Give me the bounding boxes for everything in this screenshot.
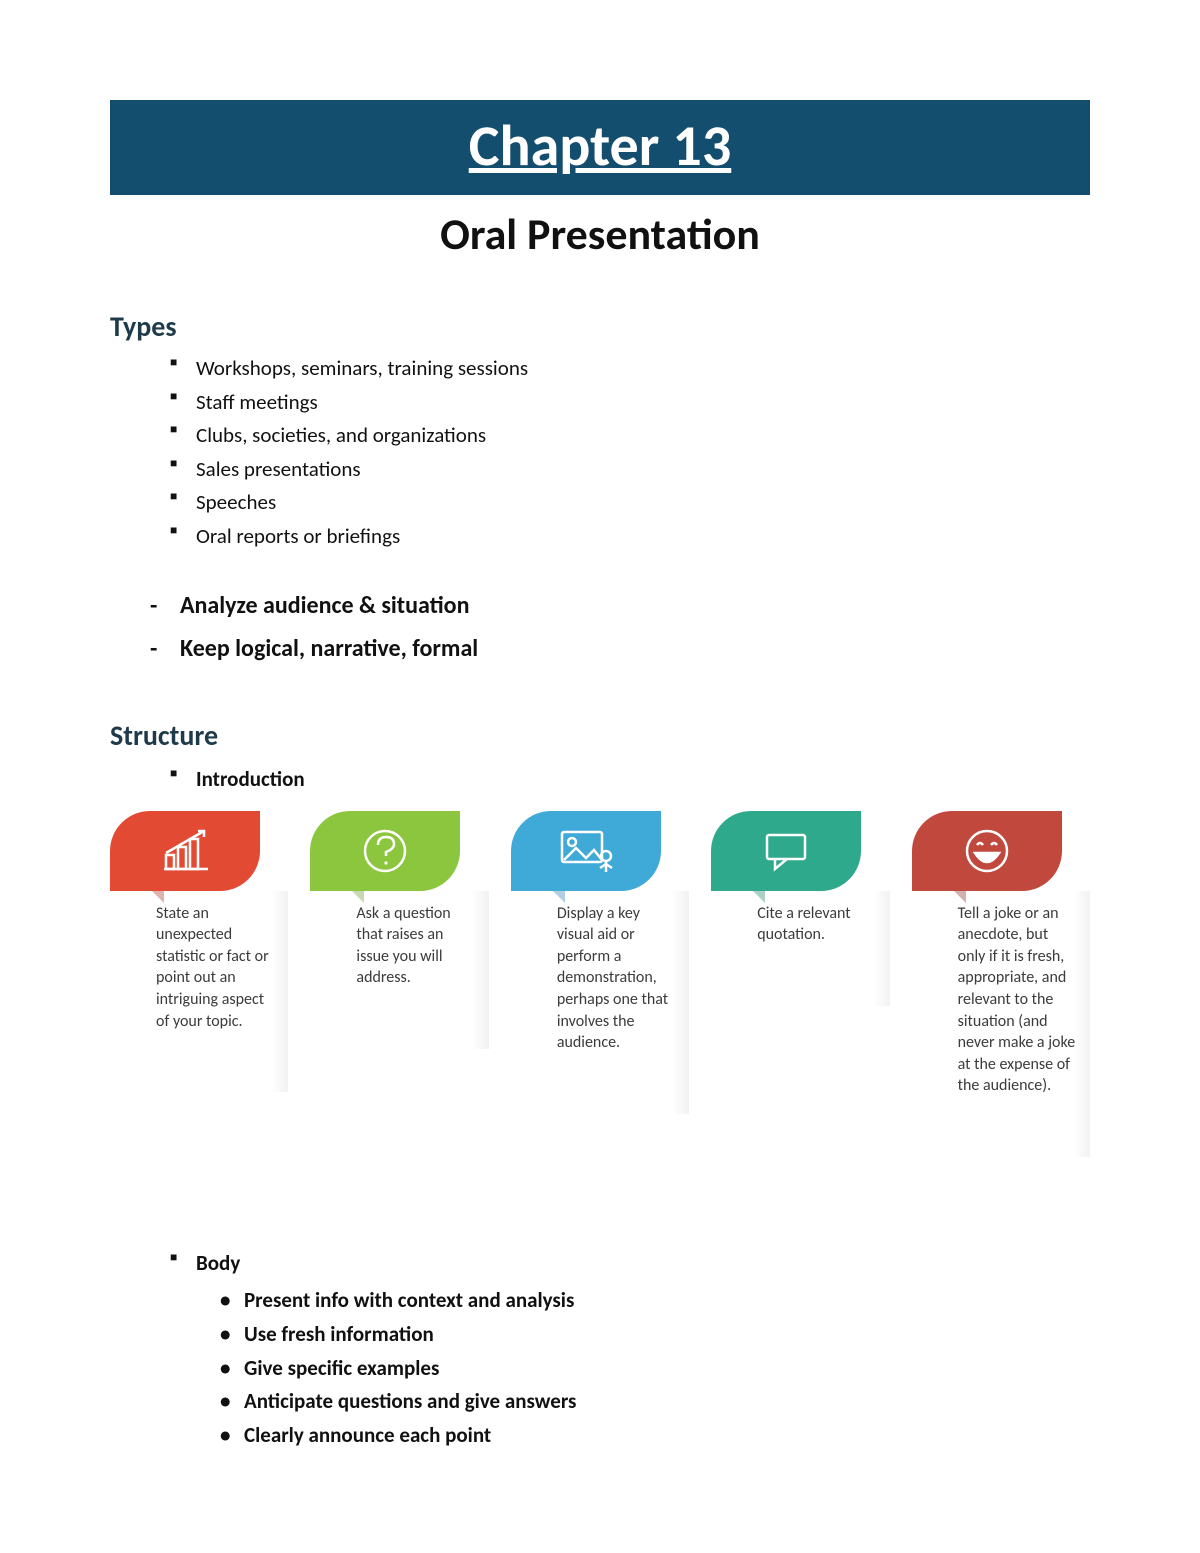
list-item: Sales presentations [170,453,1090,487]
card-tab [310,811,460,891]
smile-icon [963,827,1011,875]
body-label-list: Body [170,1247,1090,1281]
body-list: Present info with context and analysis U… [220,1284,1090,1452]
intro-cards: State an unexpected statistic or fact or… [110,811,1090,1157]
list-item: Anticipate questions and give answers [220,1385,1090,1419]
card-tab [711,811,861,891]
intro-label-list: Introduction [170,763,1090,797]
card-fold [152,891,164,903]
question-icon [361,827,409,875]
card-text: Ask a question that raises an issue you … [356,903,482,989]
card-fold [954,891,966,903]
card-fold [553,891,565,903]
intro-card: Ask a question that raises an issue you … [310,811,488,1157]
intro-label: Introduction [170,763,1090,797]
list-item: Staff meetings [170,386,1090,420]
card-text: Cite a relevant quotation. [757,903,883,946]
speech-icon [761,829,811,873]
intro-card: Tell a joke or an anecdote, but only if … [912,811,1090,1157]
intro-card: Display a key visual aid or perform a de… [511,811,689,1157]
list-item: Workshops, seminars, training sessions [170,352,1090,386]
list-item: Give specific examples [220,1352,1090,1386]
list-item: Present info with context and analysis [220,1284,1090,1318]
page-subtitle: Oral Presentation [110,207,1090,261]
types-points: Analyze audience & situation Keep logica… [150,584,1090,670]
list-item: Use fresh information [220,1318,1090,1352]
list-item: Clubs, societies, and organizations [170,419,1090,453]
chart-icon [158,827,212,875]
image-icon [558,828,614,874]
card-text: Tell a joke or an anecdote, but only if … [958,903,1084,1097]
chapter-banner: Chapter 13 [110,100,1090,195]
intro-card: State an unexpected statistic or fact or… [110,811,288,1157]
card-tab [511,811,661,891]
card-fold [352,891,364,903]
types-heading: Types [110,309,1090,344]
card-tab [912,811,1062,891]
card-text: State an unexpected statistic or fact or… [156,903,282,1033]
types-list: Workshops, seminars, training sessions S… [170,352,1090,554]
list-item: Clearly announce each point [220,1419,1090,1453]
list-item: Speeches [170,486,1090,520]
list-item: Analyze audience & situation [150,584,1090,627]
list-item: Oral reports or briefings [170,520,1090,554]
card-text: Display a key visual aid or perform a de… [557,903,683,1054]
list-item: Keep logical, narrative, formal [150,627,1090,670]
structure-heading: Structure [110,718,1090,753]
intro-card: Cite a relevant quotation. [711,811,889,1157]
body-label: Body [170,1247,1090,1281]
card-tab [110,811,260,891]
card-fold [753,891,765,903]
chapter-title: Chapter 13 [469,110,731,181]
